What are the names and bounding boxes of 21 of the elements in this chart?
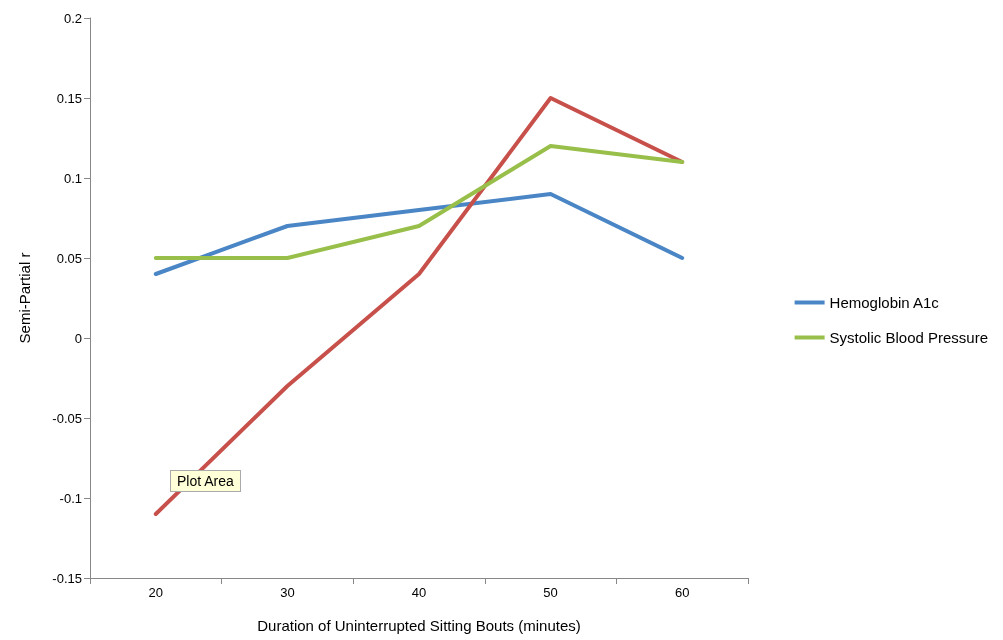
line-series	[153, 192, 685, 276]
y-tick-label: -0.15	[52, 570, 82, 586]
x-tick-label: 50	[543, 585, 558, 600]
legend-label: Systolic Blood Pressure	[829, 329, 989, 346]
y-tick-label: -0.05	[52, 410, 82, 426]
x-tick-label: 40	[411, 585, 427, 600]
line-series	[153, 96, 685, 516]
x-tick-label: 20	[148, 585, 164, 600]
annotation: Plot Area	[170, 470, 241, 492]
line-series	[153, 144, 685, 260]
y-axis-title: Semi-Partial r	[16, 252, 33, 344]
y-tick-label: 0.15	[56, 90, 82, 106]
x-axis-title: Duration of Uninterrupted Sitting Bouts (minutes)	[257, 617, 581, 634]
x-tick-label: 30	[280, 585, 295, 600]
y-tick-label: 0.1	[63, 170, 82, 186]
x-tick-label: 60	[674, 585, 690, 600]
y-tick-label: 0.05	[56, 250, 82, 266]
y-tick-label: 0	[74, 330, 82, 346]
y-tick-label: -0.1	[59, 490, 82, 506]
y-tick-label: 0.2	[63, 10, 82, 26]
legend-label: Hemoglobin A1c	[829, 294, 940, 311]
